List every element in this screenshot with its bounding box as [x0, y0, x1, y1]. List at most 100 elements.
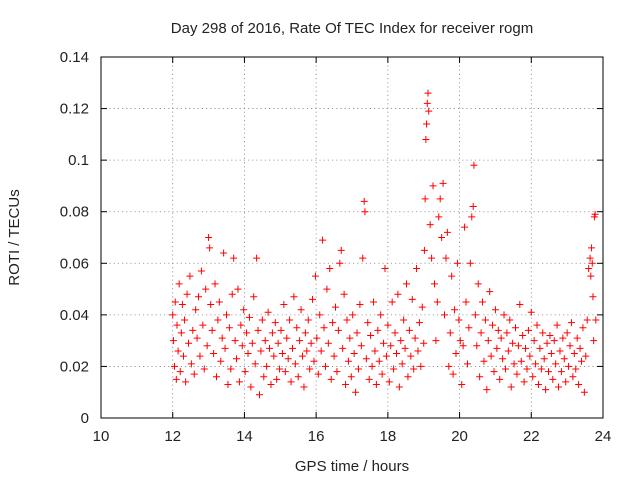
data-point [563, 329, 571, 337]
data-point [513, 370, 521, 378]
data-point [388, 298, 396, 306]
data-point [316, 311, 324, 319]
data-point [417, 362, 425, 370]
y-tick-label: 0.02 [60, 358, 89, 375]
data-point [210, 350, 218, 358]
data-point [174, 347, 182, 355]
data-point [514, 342, 522, 350]
data-point [297, 306, 305, 314]
data-point [186, 272, 194, 280]
data-point [449, 370, 457, 378]
data-point [415, 319, 423, 327]
data-point [517, 357, 525, 365]
data-points [169, 89, 600, 399]
data-point [253, 254, 261, 262]
data-point [438, 234, 446, 241]
data-point [439, 179, 447, 187]
data-point [544, 368, 552, 376]
data-point [512, 324, 520, 332]
data-point [479, 298, 487, 306]
data-point [310, 357, 318, 365]
data-point [503, 329, 511, 337]
data-point [469, 203, 477, 211]
data-point [192, 306, 200, 314]
data-point [483, 386, 491, 394]
plot-frame [100, 56, 604, 419]
data-point [217, 357, 225, 365]
data-point [401, 344, 409, 352]
data-point [183, 290, 191, 298]
data-point [182, 378, 190, 386]
data-point [550, 337, 558, 345]
data-point [522, 344, 530, 352]
data-point [361, 208, 369, 216]
data-point [392, 350, 400, 358]
data-point [448, 272, 456, 280]
data-point [314, 370, 322, 378]
data-point [566, 342, 574, 350]
data-point [421, 195, 429, 203]
data-point [476, 373, 484, 381]
x-tick-label: 24 [595, 428, 612, 445]
data-point [291, 360, 299, 368]
data-point [587, 272, 595, 280]
data-point [390, 365, 398, 373]
data-point [382, 352, 390, 360]
y-tick-label: 0.12 [60, 101, 89, 118]
data-point [337, 246, 345, 254]
data-point [533, 321, 541, 329]
data-point [543, 339, 551, 347]
data-point [309, 295, 317, 303]
data-point [199, 321, 207, 329]
data-point [317, 347, 325, 355]
data-point [413, 264, 421, 272]
data-point [433, 298, 441, 306]
data-point [365, 375, 373, 383]
data-point [268, 329, 276, 337]
data-point [261, 337, 269, 345]
data-point [465, 324, 473, 332]
data-point [526, 352, 534, 360]
data-point [218, 334, 226, 342]
data-point [484, 337, 492, 345]
data-point [231, 337, 239, 345]
y-tick-label: 0.06 [60, 255, 89, 272]
y-tick-label: 0.04 [60, 307, 89, 324]
data-point [367, 331, 375, 339]
data-point [411, 334, 419, 342]
data-point [420, 339, 428, 347]
data-point [519, 331, 527, 339]
data-point [592, 316, 600, 324]
data-point [552, 360, 560, 368]
data-point [207, 301, 215, 309]
data-point [247, 383, 255, 391]
data-point [486, 288, 494, 296]
data-point [223, 311, 230, 319]
data-point [306, 365, 314, 373]
data-point [458, 380, 466, 388]
data-point [303, 347, 311, 355]
data-point [381, 264, 389, 272]
data-point [461, 223, 469, 231]
x-tick-label: 12 [164, 428, 181, 445]
data-point [494, 326, 502, 334]
data-point [290, 293, 298, 301]
data-point [470, 161, 478, 169]
data-point [353, 329, 361, 337]
data-point [572, 365, 580, 373]
data-point [403, 280, 411, 288]
data-point [588, 244, 596, 252]
data-point [445, 362, 453, 370]
data-point [436, 195, 444, 203]
data-point [532, 360, 540, 368]
data-point [435, 213, 443, 221]
data-point [580, 388, 588, 396]
data-point [283, 334, 291, 342]
data-point [477, 329, 485, 337]
data-point [221, 344, 229, 352]
x-tick-label: 16 [308, 428, 325, 445]
data-point [235, 378, 243, 386]
data-point [243, 329, 251, 337]
data-point [177, 329, 185, 337]
data-point [205, 234, 213, 241]
